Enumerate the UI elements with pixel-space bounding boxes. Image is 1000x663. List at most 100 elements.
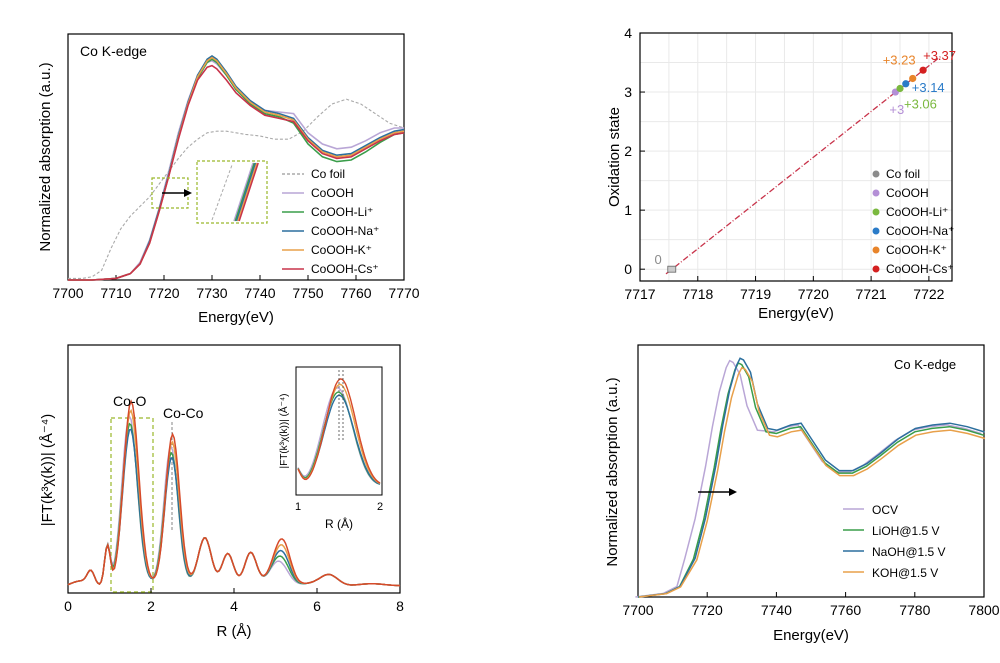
legend-label-2: CoOOH-Li⁺ [311, 205, 373, 219]
xanes-operando-xtick-label: 7720 [692, 602, 723, 618]
xanes-top-title: Co K-edge [80, 43, 147, 59]
oxidation-xtick-label: 7719 [740, 286, 771, 302]
inset-tick-2: 2 [377, 501, 383, 513]
oxidation-ytick-label: 2 [624, 143, 632, 159]
oxidation-point-3 [902, 80, 910, 88]
operando-legend-label-0: OCV [872, 503, 898, 517]
operando-legend-label-3: KOH@1.5 V [872, 566, 938, 580]
oxidation-point-label-4: +3.23 [883, 52, 916, 67]
xanes-operando-xtick-label: 7800 [968, 602, 999, 618]
oxidation-legend-label-4: CoOOH-K⁺ [886, 243, 947, 257]
edge-zoom-box [151, 160, 268, 224]
operando-legend-label-1: LiOH@1.5 V [872, 524, 940, 538]
oxidation-legend-marker-1 [872, 189, 880, 197]
oxidation-xtick-label: 7717 [624, 286, 655, 302]
exafs-line-4 [67, 399, 401, 587]
zoom-line-0 [233, 162, 254, 222]
xanes-top-ylabel: Normalized absorption (a.u.) [37, 62, 54, 251]
zoom-line-3 [237, 162, 258, 222]
xanes-top-line-0 [68, 98, 405, 279]
operando-line-3 [638, 366, 986, 598]
oxidation-point-2 [896, 84, 904, 93]
oxidation-ylabel: Oxidation state [606, 107, 623, 207]
oxidation-xlabel: Energy(eV) [758, 305, 834, 322]
exafs-xtick-label: 6 [313, 598, 321, 614]
exafs-xtick-label: 2 [147, 598, 155, 614]
exafs-xtick-label: 8 [396, 598, 404, 614]
exafs-xlabel: R (Å) [217, 623, 252, 640]
oxidation-legend-marker-0 [872, 170, 880, 178]
zoom-line-2 [235, 162, 257, 222]
oxidation-legend-marker-2 [872, 208, 880, 216]
oxidation-xtick-label: 7720 [798, 286, 829, 302]
xanes-top-line-5 [68, 64, 405, 281]
zoom-line-1 [234, 162, 256, 222]
xanes-top-xlabel: Energy(eV) [198, 309, 274, 326]
oxidation-ytick-label: 3 [624, 84, 632, 100]
exafs-ylabel: |FT(k³χ(k))| (Å⁻⁴) [39, 414, 56, 527]
xanes-top-xtick-label: 7700 [52, 285, 83, 301]
legend-label-3: CoOOH-Na⁺ [311, 224, 379, 238]
xanes-top-xtick-label: 7770 [388, 285, 419, 301]
inset-xlabel: R (Å) [325, 516, 353, 531]
xanes-operando-ylabel: Normalized absorption (a.u.) [604, 377, 621, 566]
xanes-top-xtick-label: 7710 [100, 285, 131, 301]
oxidation-point-label-1: +3 [889, 102, 904, 117]
xanes-operando-title: Co K-edge [894, 357, 956, 372]
oxidation-xtick-label: 7721 [856, 286, 887, 302]
exafs-panel: 0 2 4 6 8 Co-O Co-Co 1 2 R (Å) |FT(k³χ(k))| … [39, 344, 404, 640]
legend-label-0: Co foil [311, 167, 345, 181]
oxidation-point-label-5: +3.37 [923, 48, 956, 63]
oxidation-state-panel: 7717 7718 7719 7720 7721 7722 0 1 2 3 4 0 +3 +3.06 +3… [606, 25, 956, 322]
oxidation-legend-marker-4 [872, 246, 880, 254]
operando-line-1 [637, 361, 985, 598]
xanes-operando-xtick-label: 7740 [761, 602, 792, 618]
xanes-operando-xtick-label: 7700 [622, 602, 653, 618]
oxidation-legend-label-1: CoOOH [886, 186, 929, 200]
oxidation-legend-label-3: CoOOH-Na⁺ [886, 224, 954, 238]
operando-arrow-head [729, 488, 737, 496]
oxidation-legend-marker-5 [872, 265, 880, 273]
xanes-operando-xtick-label: 7760 [830, 602, 861, 618]
oxidation-point-4 [909, 74, 917, 83]
exafs-xtick-label: 4 [230, 598, 238, 614]
oxidation-xtick-label: 7718 [682, 286, 713, 302]
inset-tick-1: 1 [295, 501, 301, 513]
oxidation-legend-label-5: CoOOH-Cs⁺ [886, 262, 954, 276]
oxidation-xtick-label: 7722 [913, 286, 944, 302]
oxidation-point-label-0: 0 [655, 252, 662, 267]
operando-line-2 [638, 357, 985, 598]
oxidation-point-label-3: +3.14 [912, 80, 945, 95]
xanes-top-xtick-label: 7740 [244, 285, 275, 301]
oxidation-point-0 [667, 265, 677, 273]
oxidation-point-5 [919, 66, 927, 74]
operando-line-0 [635, 359, 982, 598]
oxidation-legend-marker-3 [872, 227, 880, 235]
zoom-line-4 [238, 162, 259, 222]
zoom-arrow-head [184, 189, 192, 197]
zoom-line-co-foil [211, 164, 233, 221]
co-co-label: Co-Co [163, 405, 204, 421]
oxidation-legend-label-0: Co foil [886, 167, 920, 181]
exafs-xtick-label: 0 [64, 598, 72, 614]
co-o-box [110, 417, 154, 593]
xanes-top-panel: Co K-edge 7700 7710 7720 7730 7740 7750 7760 77… [37, 33, 420, 326]
xanes-top-xtick-label: 7760 [340, 285, 371, 301]
oxidation-ytick-label: 1 [624, 202, 632, 218]
xanes-top-xtick-label: 7750 [292, 285, 323, 301]
oxidation-legend-label-2: CoOOH-Li⁺ [886, 205, 948, 219]
oxidation-ytick-label: 4 [624, 25, 632, 41]
oxidation-point-label-2: +3.06 [904, 97, 937, 112]
xanes-top-xtick-label: 7730 [196, 285, 227, 301]
co-o-label: Co-O [113, 393, 147, 409]
xanes-operando-xtick-label: 7780 [899, 602, 930, 618]
legend-label-1: CoOOH [311, 186, 354, 200]
xanes-top-xtick-label: 7720 [148, 285, 179, 301]
xanes-operando-xlabel: Energy(eV) [773, 627, 849, 644]
legend-label-5: CoOOH-Cs⁺ [311, 262, 379, 276]
inset-ylabel: |FT(k³χ(k))| (Å⁻⁴) [277, 394, 290, 469]
xanes-operando-panel: Co K-edge 7700 7720 7740 7760 7780 7800 OCV Li… [604, 344, 1000, 644]
oxidation-ytick-label: 0 [624, 261, 632, 277]
operando-legend-label-2: NaOH@1.5 V [872, 545, 946, 559]
